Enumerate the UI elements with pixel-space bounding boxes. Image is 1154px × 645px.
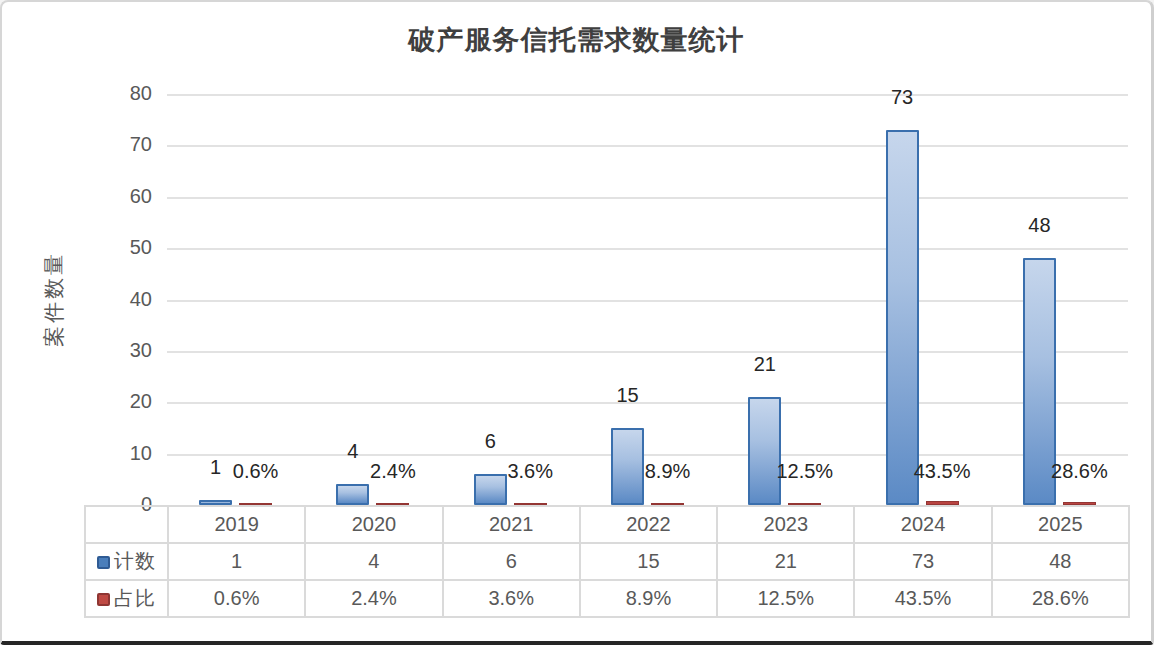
chart-frame[interactable]: 破产服务信托需求数量统计 案件数量 0102030405060708010.6%…	[0, 0, 1154, 645]
percent-data-label: 8.9%	[623, 460, 712, 483]
table-year-header: 2020	[305, 506, 442, 543]
table-cell: 21	[717, 543, 854, 580]
table-cell: 15	[580, 543, 717, 580]
gridline	[167, 351, 1128, 353]
table-cell: 12.5%	[717, 580, 854, 617]
bar-count-2024[interactable]	[886, 130, 919, 505]
table-row-header-percent: 占比	[85, 580, 168, 617]
gridline	[167, 248, 1128, 250]
table-year-header: 2021	[443, 506, 580, 543]
table-year-header: 2023	[717, 506, 854, 543]
table-corner-blank	[85, 506, 168, 543]
table-year-header: 2024	[854, 506, 991, 543]
bar-count-2023[interactable]	[748, 397, 781, 505]
table-cell: 43.5%	[854, 580, 991, 617]
table-cell: 48	[992, 543, 1129, 580]
y-axis-tick-label: 40	[90, 288, 152, 311]
table-row-header-count: 计数	[85, 543, 168, 580]
y-axis-tick-label: 60	[90, 185, 152, 208]
count-legend-key-icon	[97, 556, 110, 569]
percent-data-label: 12.5%	[760, 460, 849, 483]
count-data-label: 48	[999, 214, 1080, 237]
percent-data-label: 0.6%	[211, 460, 300, 483]
y-axis-tick-label: 10	[90, 442, 152, 465]
y-axis-tick-label: 80	[90, 82, 152, 105]
table-cell: 73	[854, 543, 991, 580]
table-cell: 0.6%	[168, 580, 305, 617]
table-cell: 4	[305, 543, 442, 580]
y-axis-tick-label: 70	[90, 133, 152, 156]
y-axis-tick-label: 30	[90, 339, 152, 362]
gridline	[167, 300, 1128, 302]
count-data-label: 21	[724, 353, 805, 376]
table-cell: 2.4%	[305, 580, 442, 617]
y-axis-tick-label: 20	[90, 390, 152, 413]
gridline	[167, 197, 1128, 199]
table-cell: 28.6%	[992, 580, 1129, 617]
table-cell: 6	[443, 543, 580, 580]
gridline	[167, 454, 1128, 456]
count-data-label: 6	[450, 430, 531, 453]
gridline	[167, 94, 1128, 96]
count-data-label: 15	[587, 384, 668, 407]
gridline	[167, 145, 1128, 147]
percent-data-label: 43.5%	[898, 460, 987, 483]
table-cell: 3.6%	[443, 580, 580, 617]
percent-legend-key-icon	[97, 593, 110, 606]
percent-data-label: 28.6%	[1035, 460, 1124, 483]
table-cell: 1	[168, 543, 305, 580]
data-table[interactable]: 2019202020212022202320242025 计数1461521734…	[84, 505, 1130, 618]
table-year-header: 2025	[992, 506, 1129, 543]
bar-count-2020[interactable]	[336, 484, 369, 505]
table-year-header: 2022	[580, 506, 717, 543]
count-data-label: 73	[862, 86, 943, 109]
y-axis-tick-label: 50	[90, 236, 152, 259]
table-year-header: 2019	[168, 506, 305, 543]
percent-data-label: 3.6%	[486, 460, 575, 483]
table-cell: 8.9%	[580, 580, 717, 617]
percent-data-label: 2.4%	[348, 460, 437, 483]
